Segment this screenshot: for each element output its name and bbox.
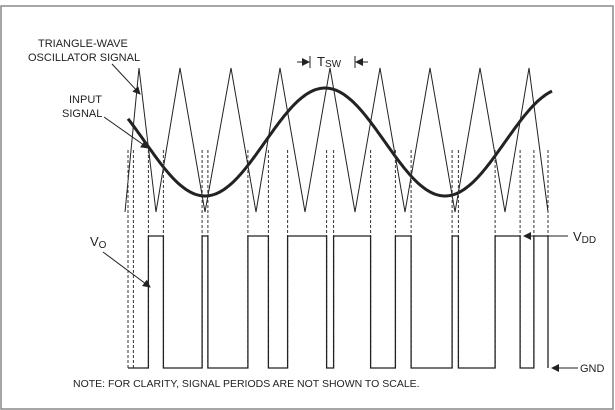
output-pwm-waveform: [128, 235, 549, 369]
vdd-label: VDD: [573, 229, 596, 246]
input-label-line1: INPUT: [69, 94, 102, 106]
vo-leader: [102, 251, 151, 288]
gnd-label: GND: [580, 363, 605, 375]
note-text: NOTE: FOR CLARITY, SIGNAL PERIODS ARE NO…: [73, 378, 420, 390]
triangle-label-line1: TRIANGLE-WAVE: [38, 38, 128, 50]
input-signal-curve: [126, 86, 553, 198]
dashed-crossing-lines: [127, 150, 549, 368]
tsw-label: TSW: [317, 54, 342, 70]
triangle-label-leader: [111, 63, 141, 95]
triangle-wave: [124, 67, 549, 213]
vo-label: VO: [90, 234, 107, 251]
triangle-label-line2: OSCILLATOR SIGNAL: [28, 52, 140, 64]
input-label-line2: SIGNAL: [62, 108, 102, 120]
frame-border: [0, 5, 614, 410]
input-label-leader: [103, 116, 149, 149]
